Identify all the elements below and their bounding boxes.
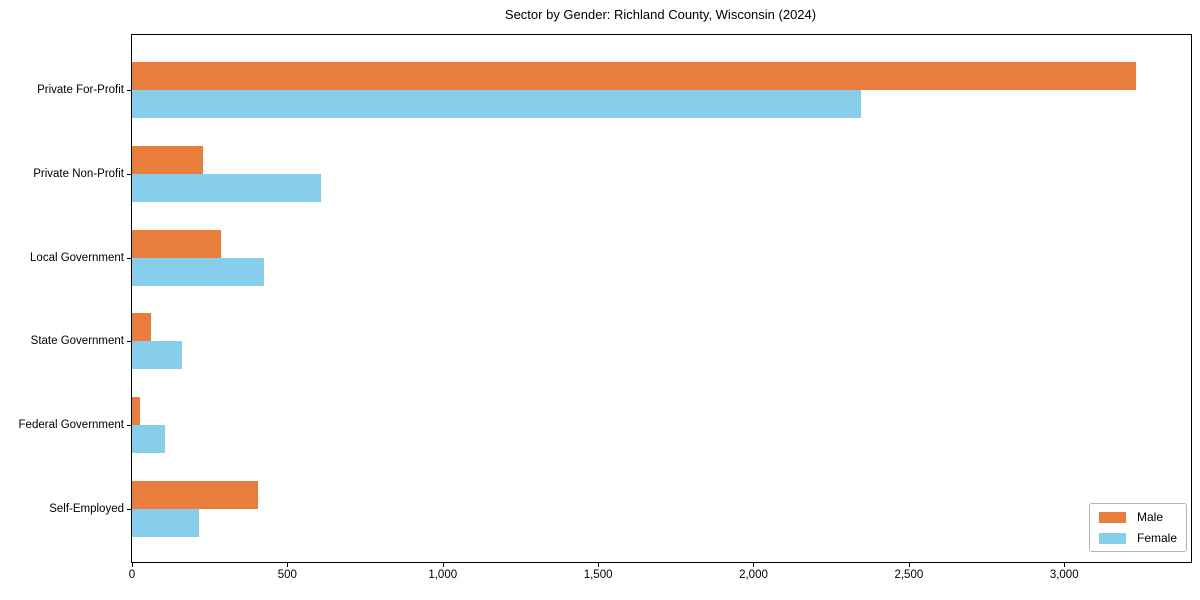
legend-swatch-icon [1098,511,1126,523]
legend-label: Female [1136,531,1177,545]
y-tick-label: State Government [30,335,124,348]
bar-female-4 [132,425,165,454]
bar-male-2 [132,229,221,258]
y-tick-label: Private Non-Profit [33,167,124,180]
bar-male-0 [132,62,1136,90]
y-tick-label: Self-Employed [49,503,124,515]
x-tick-2 [442,563,444,567]
legend: Male Female [1088,503,1187,552]
legend-row-male: Male [1098,510,1177,524]
x-tick-label: 2,000 [739,569,768,581]
x-tick-4 [753,563,755,567]
x-tick-6 [1064,563,1066,567]
plot-area: Private For-Profit Private Non-Profit Loca… [19,34,1192,581]
x-tick-label: 1,000 [428,569,458,581]
x-tick-3 [598,563,600,567]
y-tick-4 [127,425,131,427]
x-tick-label: 2,500 [894,569,924,581]
legend-row-female: Female [1098,531,1177,545]
y-tick-label: Private For-Profit [37,84,124,96]
bar-male-4 [132,397,141,426]
x-tick-label: 500 [277,569,297,581]
x-tick-0 [132,563,133,567]
bar-male-1 [132,145,204,174]
bar-female-3 [132,341,183,370]
y-tick-label: Federal Government [18,419,124,432]
x-tick-1 [287,563,289,567]
y-tick-2 [127,257,131,259]
x-tick-label: 3,000 [1049,569,1079,581]
x-tick-label: 1,500 [583,569,613,581]
y-tick-5 [127,509,131,510]
bar-male-3 [132,313,152,342]
y-tick-label: Local Government [30,251,124,264]
bar-female-1 [132,173,321,202]
bar-female-2 [132,257,264,286]
y-tick-0 [127,90,131,91]
legend-swatch-icon [1098,532,1126,544]
bar-female-0 [132,90,861,118]
legend-label: Male [1136,510,1163,524]
bar-male-5 [132,481,259,509]
y-tick-1 [127,173,131,175]
chart-title: Sector by Gender: Richland County, Wisco… [504,7,817,22]
x-tick-5 [908,563,910,567]
y-tick-3 [127,341,131,343]
bar-female-5 [132,509,199,537]
x-tick-label: 0 [128,569,136,581]
